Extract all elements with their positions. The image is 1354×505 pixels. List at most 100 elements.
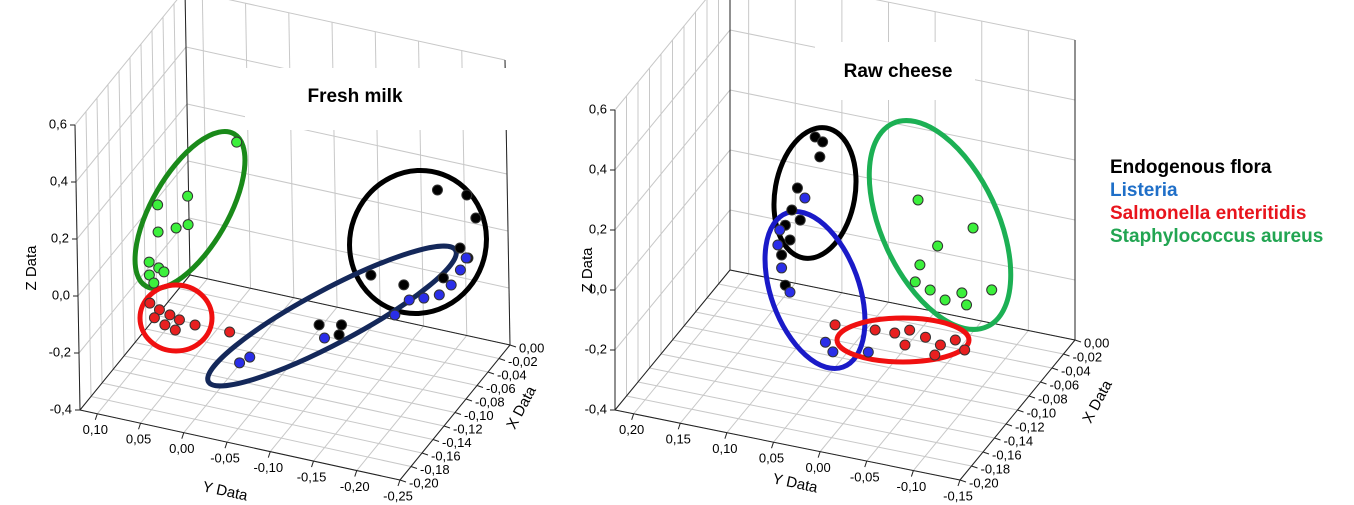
x-tick-label: -0,10: [1027, 405, 1057, 420]
axis-edge: [614, 409, 961, 481]
data-point: [365, 269, 377, 281]
data-point: [398, 279, 410, 291]
grid-line: [145, 328, 467, 400]
z-tick-label: 0,4: [589, 161, 607, 176]
data-point: [912, 194, 924, 206]
cluster-ellipse: [347, 167, 489, 317]
data-point: [961, 299, 973, 311]
cluster-ellipse: [771, 125, 859, 261]
data-point: [445, 279, 457, 291]
grid-line: [129, 57, 136, 343]
legend-entry: Salmonella enteritidis: [1110, 203, 1306, 224]
grid-line: [85, 111, 92, 397]
data-point: [437, 272, 449, 284]
data-point: [460, 252, 472, 264]
grid-line: [123, 355, 445, 427]
z-tick-label: 0,2: [51, 230, 69, 245]
grid-line: [162, 16, 169, 303]
tick-mark: [910, 470, 914, 477]
x-tick-label: -0,02: [508, 354, 538, 369]
data-point: [920, 331, 931, 343]
data-point: [170, 222, 182, 234]
tick-mark: [138, 423, 142, 430]
data-point: [164, 309, 176, 321]
tick-mark: [421, 452, 429, 456]
grid-line: [90, 396, 412, 467]
z-tick-label: -0,2: [49, 344, 71, 359]
z-tick-label: 0,0: [52, 287, 70, 302]
y-tick-label: 0,20: [619, 422, 644, 437]
x-tick-label: -0,04: [497, 367, 527, 382]
data-point: [431, 184, 443, 196]
data-point: [189, 319, 201, 331]
data-point: [959, 344, 971, 356]
axis-edge: [79, 274, 191, 411]
data-point: [776, 249, 788, 261]
data-point: [939, 294, 951, 306]
axis-edge: [184, 0, 191, 276]
points-layer: [143, 131, 998, 369]
data-point: [433, 289, 445, 301]
data-point: [335, 319, 347, 331]
data-point: [173, 314, 185, 326]
y-tick-label: 0,15: [666, 432, 691, 447]
tick-mark: [724, 432, 728, 439]
axis-edge: [74, 124, 81, 411]
grid-line: [101, 382, 423, 454]
data-point: [182, 190, 194, 202]
z-tick-label: 0,6: [589, 101, 607, 116]
grid-line: [134, 342, 456, 413]
grid-line: [118, 70, 125, 357]
z-tick-label: 0,4: [50, 173, 68, 188]
tick-mark: [224, 442, 228, 449]
data-point: [932, 240, 944, 252]
tick-mark: [1063, 353, 1070, 357]
y-tick-label: -0,05: [850, 470, 880, 485]
axis-edge: [189, 274, 511, 346]
x-tick-label: -0,06: [486, 381, 516, 396]
tick-mark: [181, 432, 185, 439]
x-tick-label: -0,14: [442, 435, 472, 450]
cluster-ellipse: [762, 208, 868, 372]
data-point: [224, 326, 236, 338]
data-point: [924, 284, 936, 296]
y-tick-label: 0,05: [126, 432, 151, 447]
data-point: [799, 192, 811, 204]
tick-mark: [957, 479, 961, 487]
data-point: [967, 222, 979, 234]
grid-line: [228, 0, 506, 61]
tick-mark: [1040, 381, 1047, 385]
data-point: [784, 286, 796, 298]
y-tick-label: -0,10: [253, 460, 283, 475]
grid-line: [660, 353, 1007, 425]
y-tick-label: 0,00: [169, 441, 194, 456]
data-point: [784, 234, 796, 246]
grid-line: [288, 12, 295, 298]
title-box: [245, 68, 510, 130]
tick-mark: [509, 344, 517, 348]
data-point: [934, 339, 946, 351]
data-point: [152, 226, 164, 238]
z-tick-label: 0,2: [589, 221, 607, 236]
data-point: [454, 264, 466, 276]
grid-line: [187, 160, 509, 232]
data-point: [827, 346, 839, 358]
y-tick-label: -0,20: [340, 479, 370, 494]
data-point: [148, 277, 160, 289]
x-tick-label: -0,18: [420, 462, 450, 477]
x-axis-title: X Data: [1079, 377, 1116, 426]
y-tick-label: 0,10: [83, 422, 108, 437]
data-point: [333, 329, 345, 341]
data-point: [869, 324, 881, 336]
data-point: [829, 319, 841, 331]
data-point: [169, 324, 181, 336]
data-point: [153, 304, 165, 316]
data-point: [461, 189, 473, 201]
tick-mark: [432, 439, 440, 442]
grid-line: [331, 22, 338, 308]
data-point: [234, 357, 246, 369]
chart-title: Raw cheese: [844, 61, 953, 82]
tick-mark: [771, 442, 774, 449]
grid-line: [112, 369, 434, 440]
legend-entry: Endogenous flora: [1110, 157, 1272, 178]
